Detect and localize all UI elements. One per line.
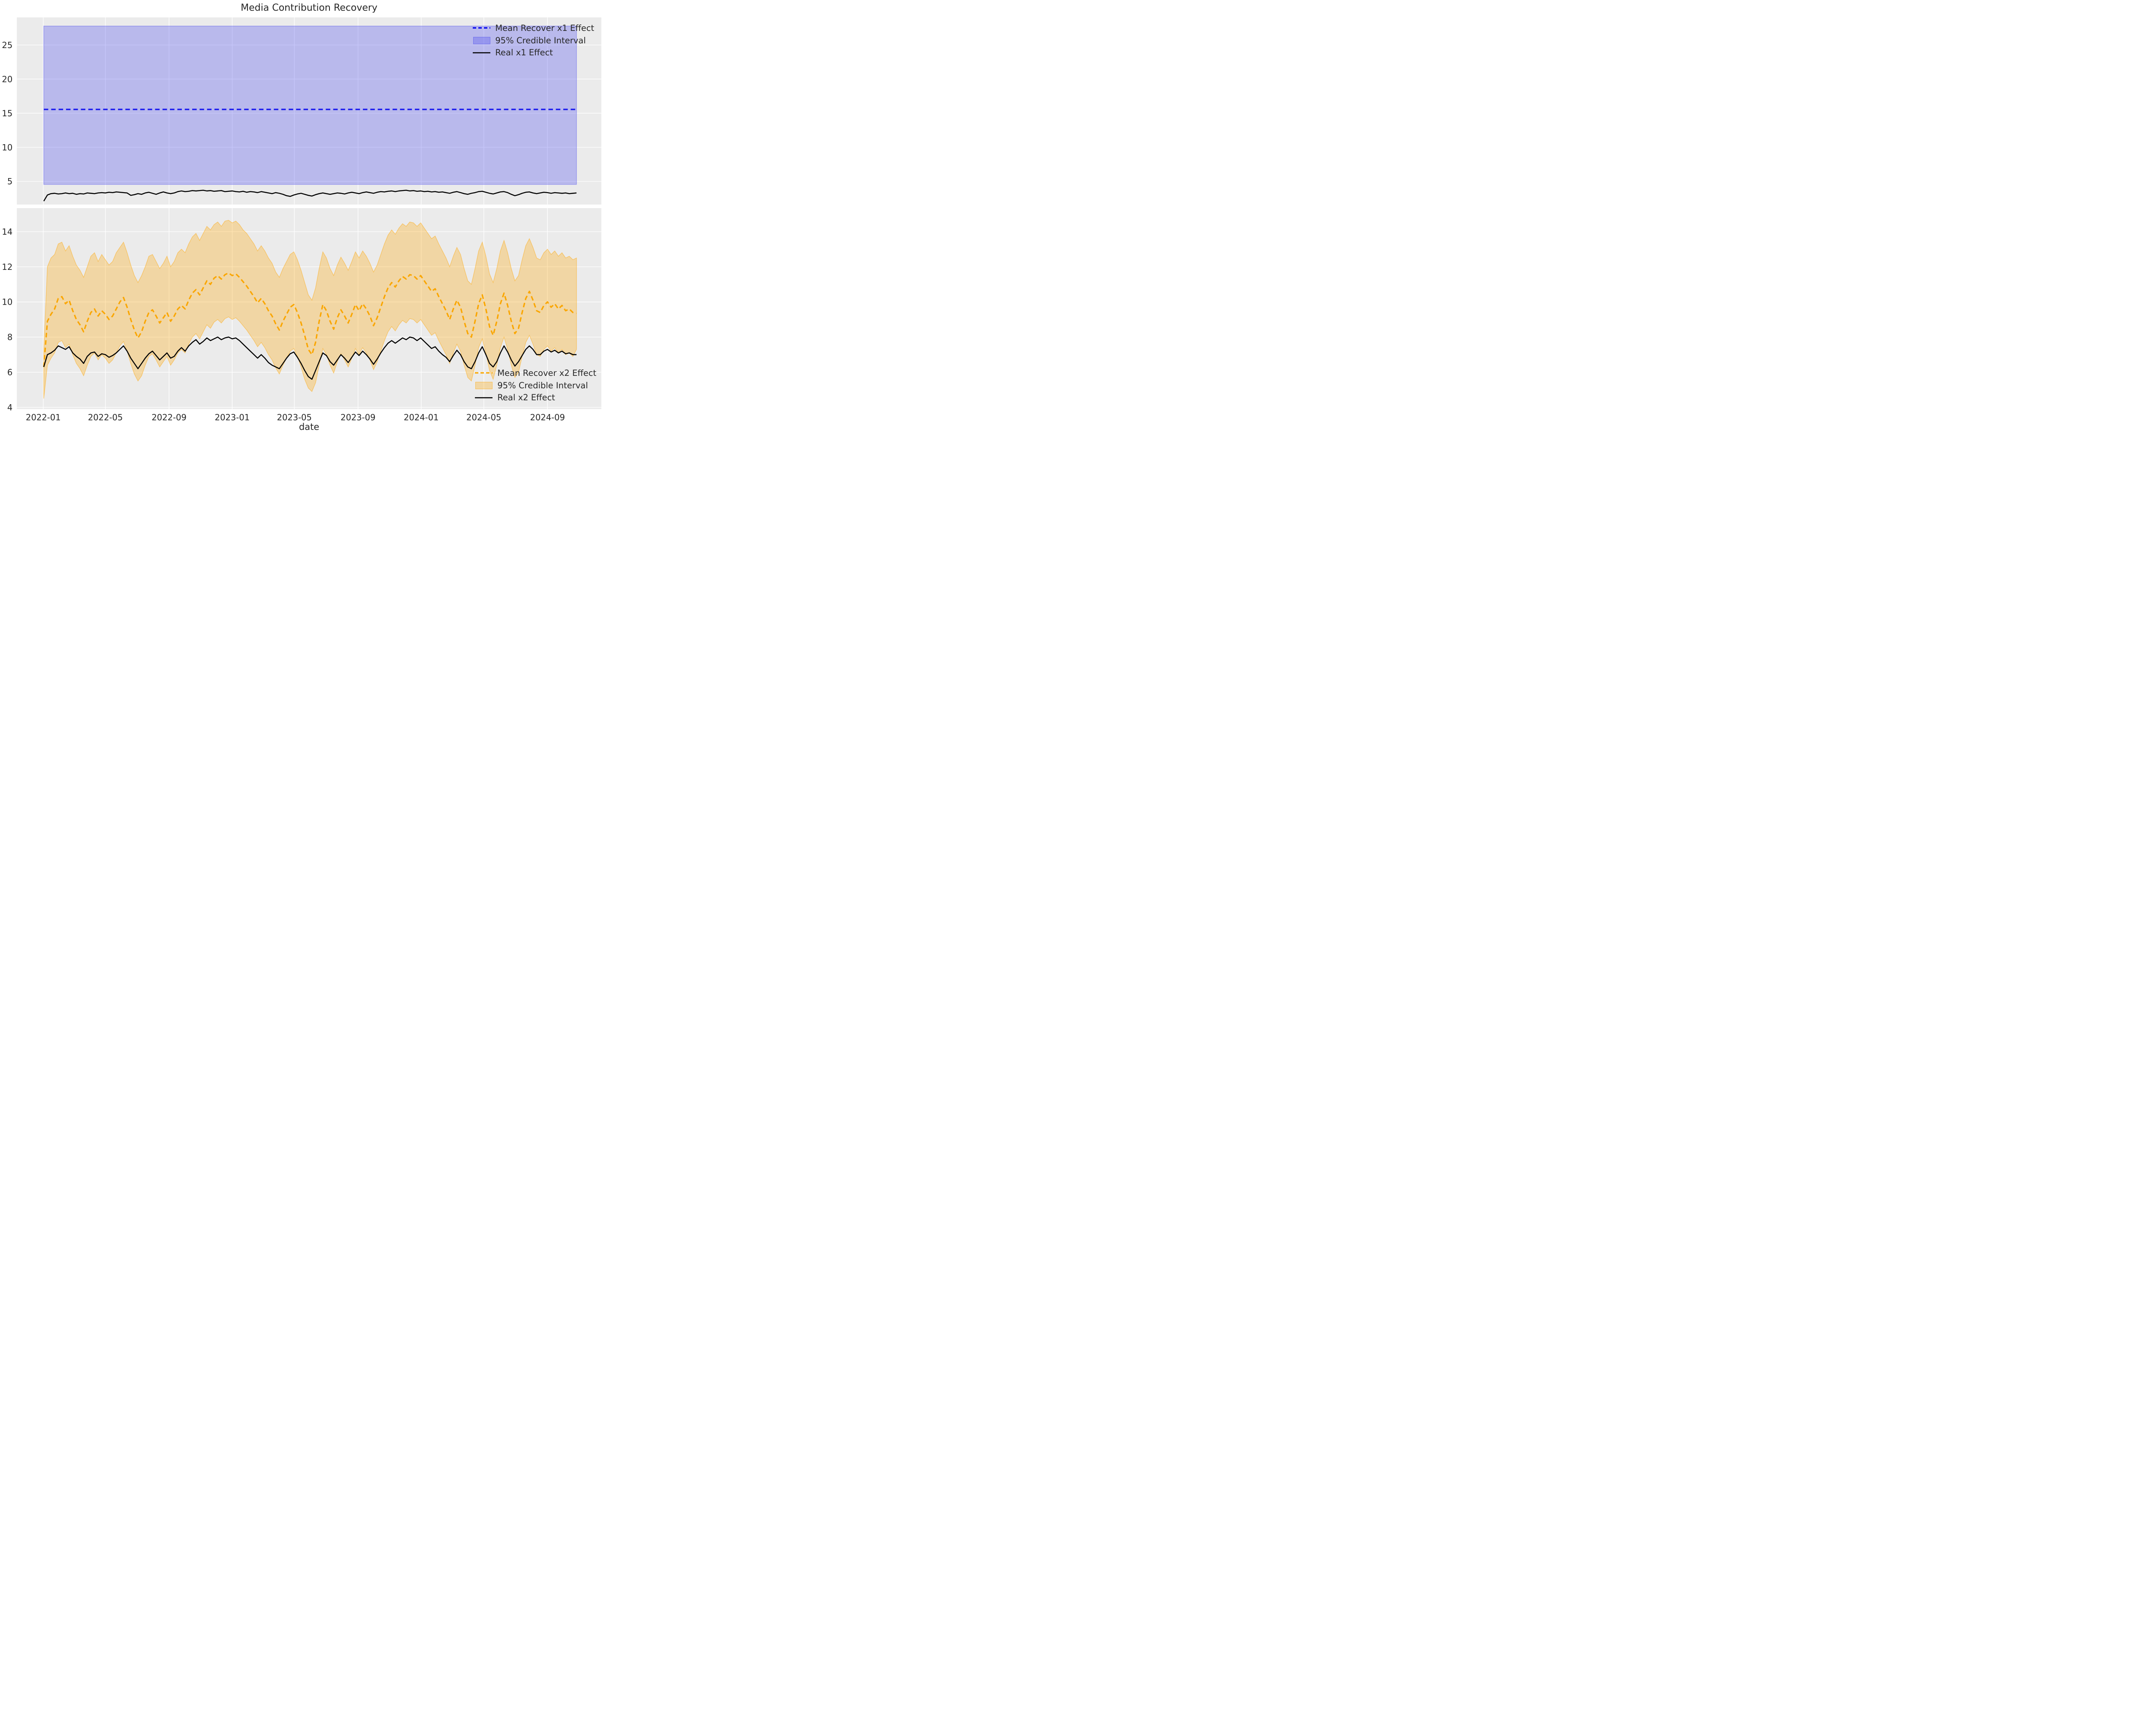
credible-interval-band (43, 220, 577, 399)
legend-label: Mean Recover x2 Effect (497, 368, 596, 378)
x-tick-label: 2023-09 (341, 413, 375, 423)
y-tick-label: 12 (2, 262, 12, 272)
axes-background (17, 17, 601, 205)
y-tick-label: 15 (2, 109, 12, 118)
y-tick-label: 14 (2, 227, 12, 237)
x-axis-label: date (299, 422, 320, 432)
legend-item: Real x2 Effect (475, 392, 596, 404)
y-tick-label: 10 (2, 142, 12, 152)
x-tick-label: 2024-01 (404, 413, 438, 423)
legend-bottom: Mean Recover x2 Effect 95% Credible Inte… (475, 367, 596, 404)
chart-canvas: 5 10 15 20 25 4 6 8 10 12 14 2022-01 2022-05 2022-09 2… (2, 17, 601, 423)
legend-item: Real x1 Effect (473, 47, 594, 59)
credible-interval-band (43, 26, 577, 185)
black-line-icon (473, 51, 491, 54)
y-tick-label: 6 (7, 367, 12, 377)
legend-label: 95% Credible Interval (497, 380, 588, 390)
x-tick-label: 2024-09 (530, 413, 565, 423)
blue-band-patch-icon (473, 36, 490, 44)
chart-title: Media Contribution Recovery (241, 3, 378, 13)
real-x1-line (43, 190, 577, 202)
y-tick-label: 20 (2, 74, 12, 84)
legend-item: 95% Credible Interval (473, 34, 594, 47)
legend-label: Real x2 Effect (497, 393, 555, 403)
x-tick-label: 2023-01 (215, 413, 250, 423)
legend-top: Mean Recover x1 Effect 95% Credible Inte… (473, 22, 594, 59)
legend-item: 95% Credible Interval (475, 379, 596, 392)
mean-x2-line (43, 272, 577, 367)
legend-label: Mean Recover x1 Effect (495, 23, 594, 33)
legend-label: 95% Credible Interval (495, 35, 586, 45)
figure: 5 10 15 20 25 4 6 8 10 12 14 2022-01 2022-05 2022-09 2… (0, 0, 606, 434)
legend-label: Real x1 Effect (495, 48, 553, 58)
dashed-blue-line-icon (473, 26, 491, 30)
black-line-icon (475, 396, 493, 399)
x-tick-label: 2023-05 (277, 413, 311, 423)
y-tick-label: 4 (7, 402, 12, 412)
legend-item: Mean Recover x1 Effect (473, 22, 594, 34)
orange-band-patch-icon (475, 381, 492, 389)
y-tick-label: 10 (2, 297, 12, 307)
x-tick-label: 2022-09 (151, 413, 186, 423)
x-tick-label: 2022-01 (26, 413, 60, 423)
real-x2-line (43, 336, 577, 380)
x-tick-label: 2024-05 (466, 413, 501, 423)
axes-background (17, 208, 601, 409)
dashed-orange-line-icon (475, 371, 493, 375)
y-tick-label: 25 (2, 40, 12, 50)
x-tick-label: 2022-05 (88, 413, 123, 423)
y-tick-label: 5 (7, 177, 12, 187)
legend-item: Mean Recover x2 Effect (475, 367, 596, 379)
y-tick-label: 8 (7, 333, 12, 342)
